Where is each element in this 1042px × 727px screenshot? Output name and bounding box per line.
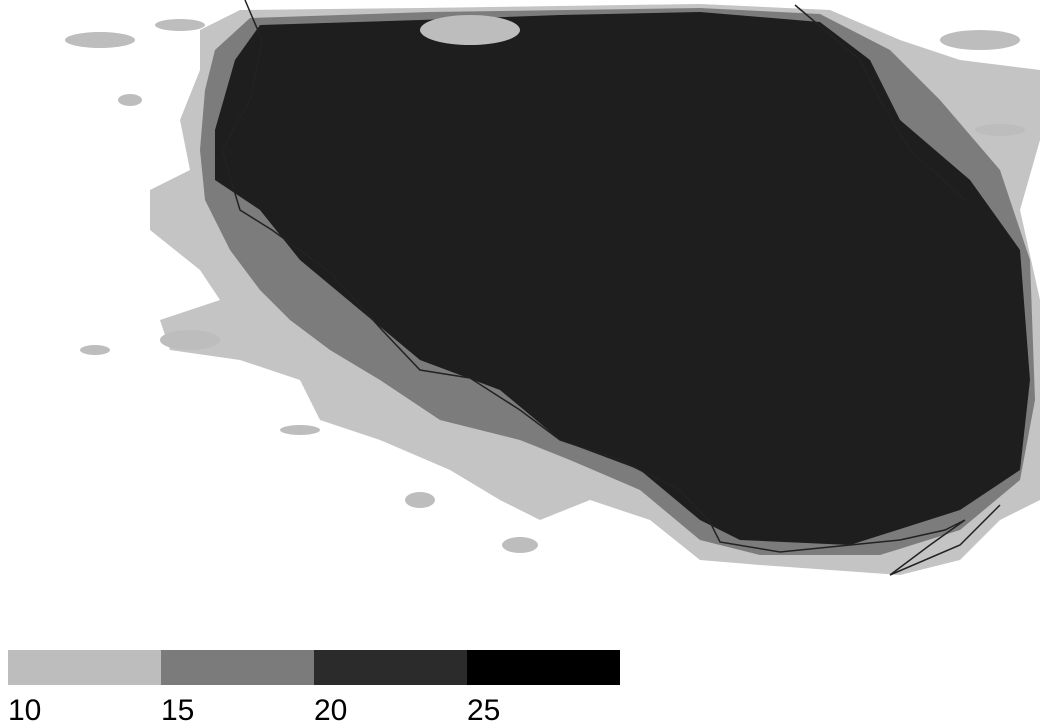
colorbar: 10 15 20 25 xyxy=(8,650,620,727)
colorbar-segment xyxy=(314,650,467,685)
scatter-blobs xyxy=(65,15,1025,553)
colorbar-segment xyxy=(8,650,161,685)
colorbar-segment xyxy=(161,650,314,685)
tick-label: 25 xyxy=(467,694,500,727)
coastline xyxy=(221,0,1001,576)
dark-core xyxy=(215,12,1030,545)
map xyxy=(65,0,1040,576)
tick-label: 10 xyxy=(8,694,41,727)
tick-label: 15 xyxy=(161,694,194,727)
colorbar-segment xyxy=(467,650,620,685)
tick-label: 20 xyxy=(314,694,347,727)
